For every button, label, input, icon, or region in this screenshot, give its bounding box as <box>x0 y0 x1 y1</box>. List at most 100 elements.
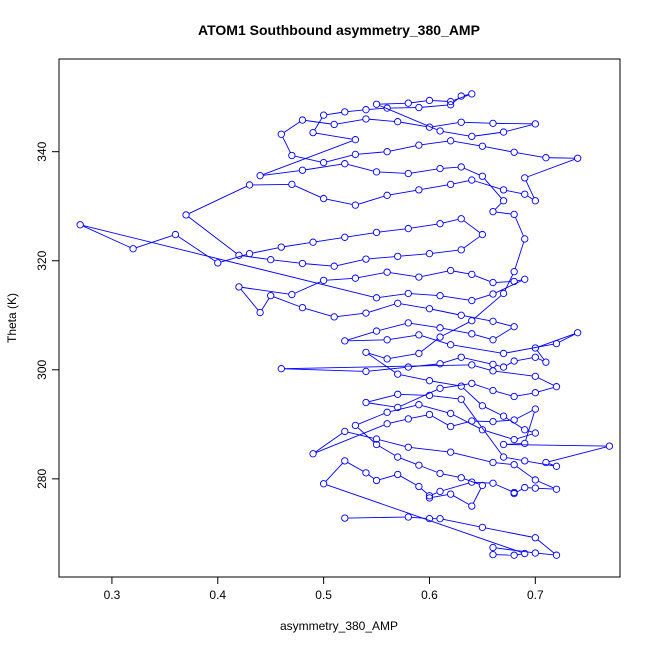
data-point <box>510 210 518 219</box>
series-line-segment <box>314 117 323 131</box>
data-point <box>521 174 529 182</box>
data-point <box>499 186 508 194</box>
x-tick-label: 0.7 <box>527 588 544 602</box>
data-point <box>542 358 550 366</box>
series-line-segment <box>537 377 554 386</box>
data-point <box>235 283 243 291</box>
data-point <box>605 442 614 450</box>
series-line-segment <box>474 384 491 390</box>
series-line-segment <box>400 393 427 396</box>
data-point <box>436 220 444 228</box>
series-line-segment <box>506 457 522 461</box>
data-point <box>288 290 296 299</box>
data-point <box>383 408 391 416</box>
data-point <box>341 233 349 241</box>
data-point <box>415 401 423 409</box>
series-line-segment <box>379 171 406 174</box>
series-line-segment <box>517 433 533 440</box>
series-line-segment <box>443 295 469 301</box>
series-line-segment <box>527 460 554 467</box>
data-point <box>436 469 444 478</box>
data-point <box>457 118 465 126</box>
series-line-segment <box>347 462 364 472</box>
series-line-segment <box>464 315 490 322</box>
series-line-segment <box>135 235 173 249</box>
series-line-segment <box>517 357 533 361</box>
data-point <box>552 551 561 559</box>
series-line-segment <box>337 259 363 266</box>
data-point <box>404 224 412 233</box>
data-point <box>436 127 444 135</box>
data-point <box>468 417 476 425</box>
data-point <box>330 313 338 321</box>
data-point <box>446 448 455 456</box>
series-line-segment <box>464 94 469 96</box>
series-line-segment <box>517 553 522 556</box>
data-point <box>394 403 402 412</box>
series-line-segment <box>369 107 384 110</box>
data-point <box>489 290 497 298</box>
series-line-segment <box>516 466 533 479</box>
series-line-segment <box>516 488 523 493</box>
data-point <box>436 291 444 300</box>
data-point <box>425 250 434 258</box>
series-line-segment <box>485 527 533 538</box>
data-point <box>277 243 285 251</box>
data-point <box>298 303 307 312</box>
data-point <box>489 386 497 395</box>
data-point <box>468 330 476 338</box>
series-line-segment <box>516 410 533 419</box>
series-line-segment <box>411 168 437 174</box>
data-point <box>351 274 360 282</box>
data-point <box>436 333 444 341</box>
data-point <box>468 132 476 141</box>
data-point <box>394 252 402 261</box>
series-line-segment <box>421 184 448 190</box>
data-point <box>478 523 487 532</box>
x-tick-label: 0.3 <box>104 588 121 602</box>
series-line-segment <box>282 136 291 153</box>
data-point <box>267 256 275 264</box>
data-point <box>256 308 264 317</box>
series-line-segment <box>432 492 438 495</box>
series-line-segment <box>485 406 501 416</box>
series-line-segment <box>326 111 342 116</box>
data-point <box>510 357 518 365</box>
series-line-segment <box>411 322 437 328</box>
data-point <box>362 115 370 123</box>
series-line-segment <box>474 481 490 484</box>
series-line-segment <box>559 333 576 343</box>
data-point <box>489 479 497 487</box>
data-point <box>510 277 518 286</box>
data-point <box>510 489 518 498</box>
data-point <box>457 474 465 482</box>
series-line-segment <box>294 185 321 198</box>
data-point <box>478 426 487 434</box>
data-point <box>277 365 285 373</box>
data-point <box>489 417 497 426</box>
series-line-segment <box>472 488 482 504</box>
series-line-segment <box>411 447 448 453</box>
data-point <box>362 348 370 357</box>
series-line-segment <box>294 155 321 163</box>
data-point <box>171 230 180 239</box>
chart-title: ATOM1 Southbound asymmetry_380_AMP <box>198 22 480 38</box>
data-point <box>319 158 328 167</box>
series-line-segment <box>188 185 247 214</box>
series-line-segment <box>432 494 448 498</box>
data-point <box>574 154 582 162</box>
data-point <box>552 485 561 493</box>
series-line-segment <box>453 94 469 101</box>
series-line-segment <box>495 390 512 397</box>
data-point <box>383 420 391 428</box>
data-point <box>182 211 190 219</box>
series-line-segment <box>358 272 385 279</box>
data-point <box>446 97 455 106</box>
data-point <box>372 294 381 302</box>
series-line-segment <box>316 132 353 140</box>
data-point <box>372 168 381 176</box>
data-point <box>404 363 412 371</box>
series-line-segment <box>347 232 374 238</box>
series-line-segment <box>390 405 416 413</box>
series-line-segment <box>358 151 384 155</box>
